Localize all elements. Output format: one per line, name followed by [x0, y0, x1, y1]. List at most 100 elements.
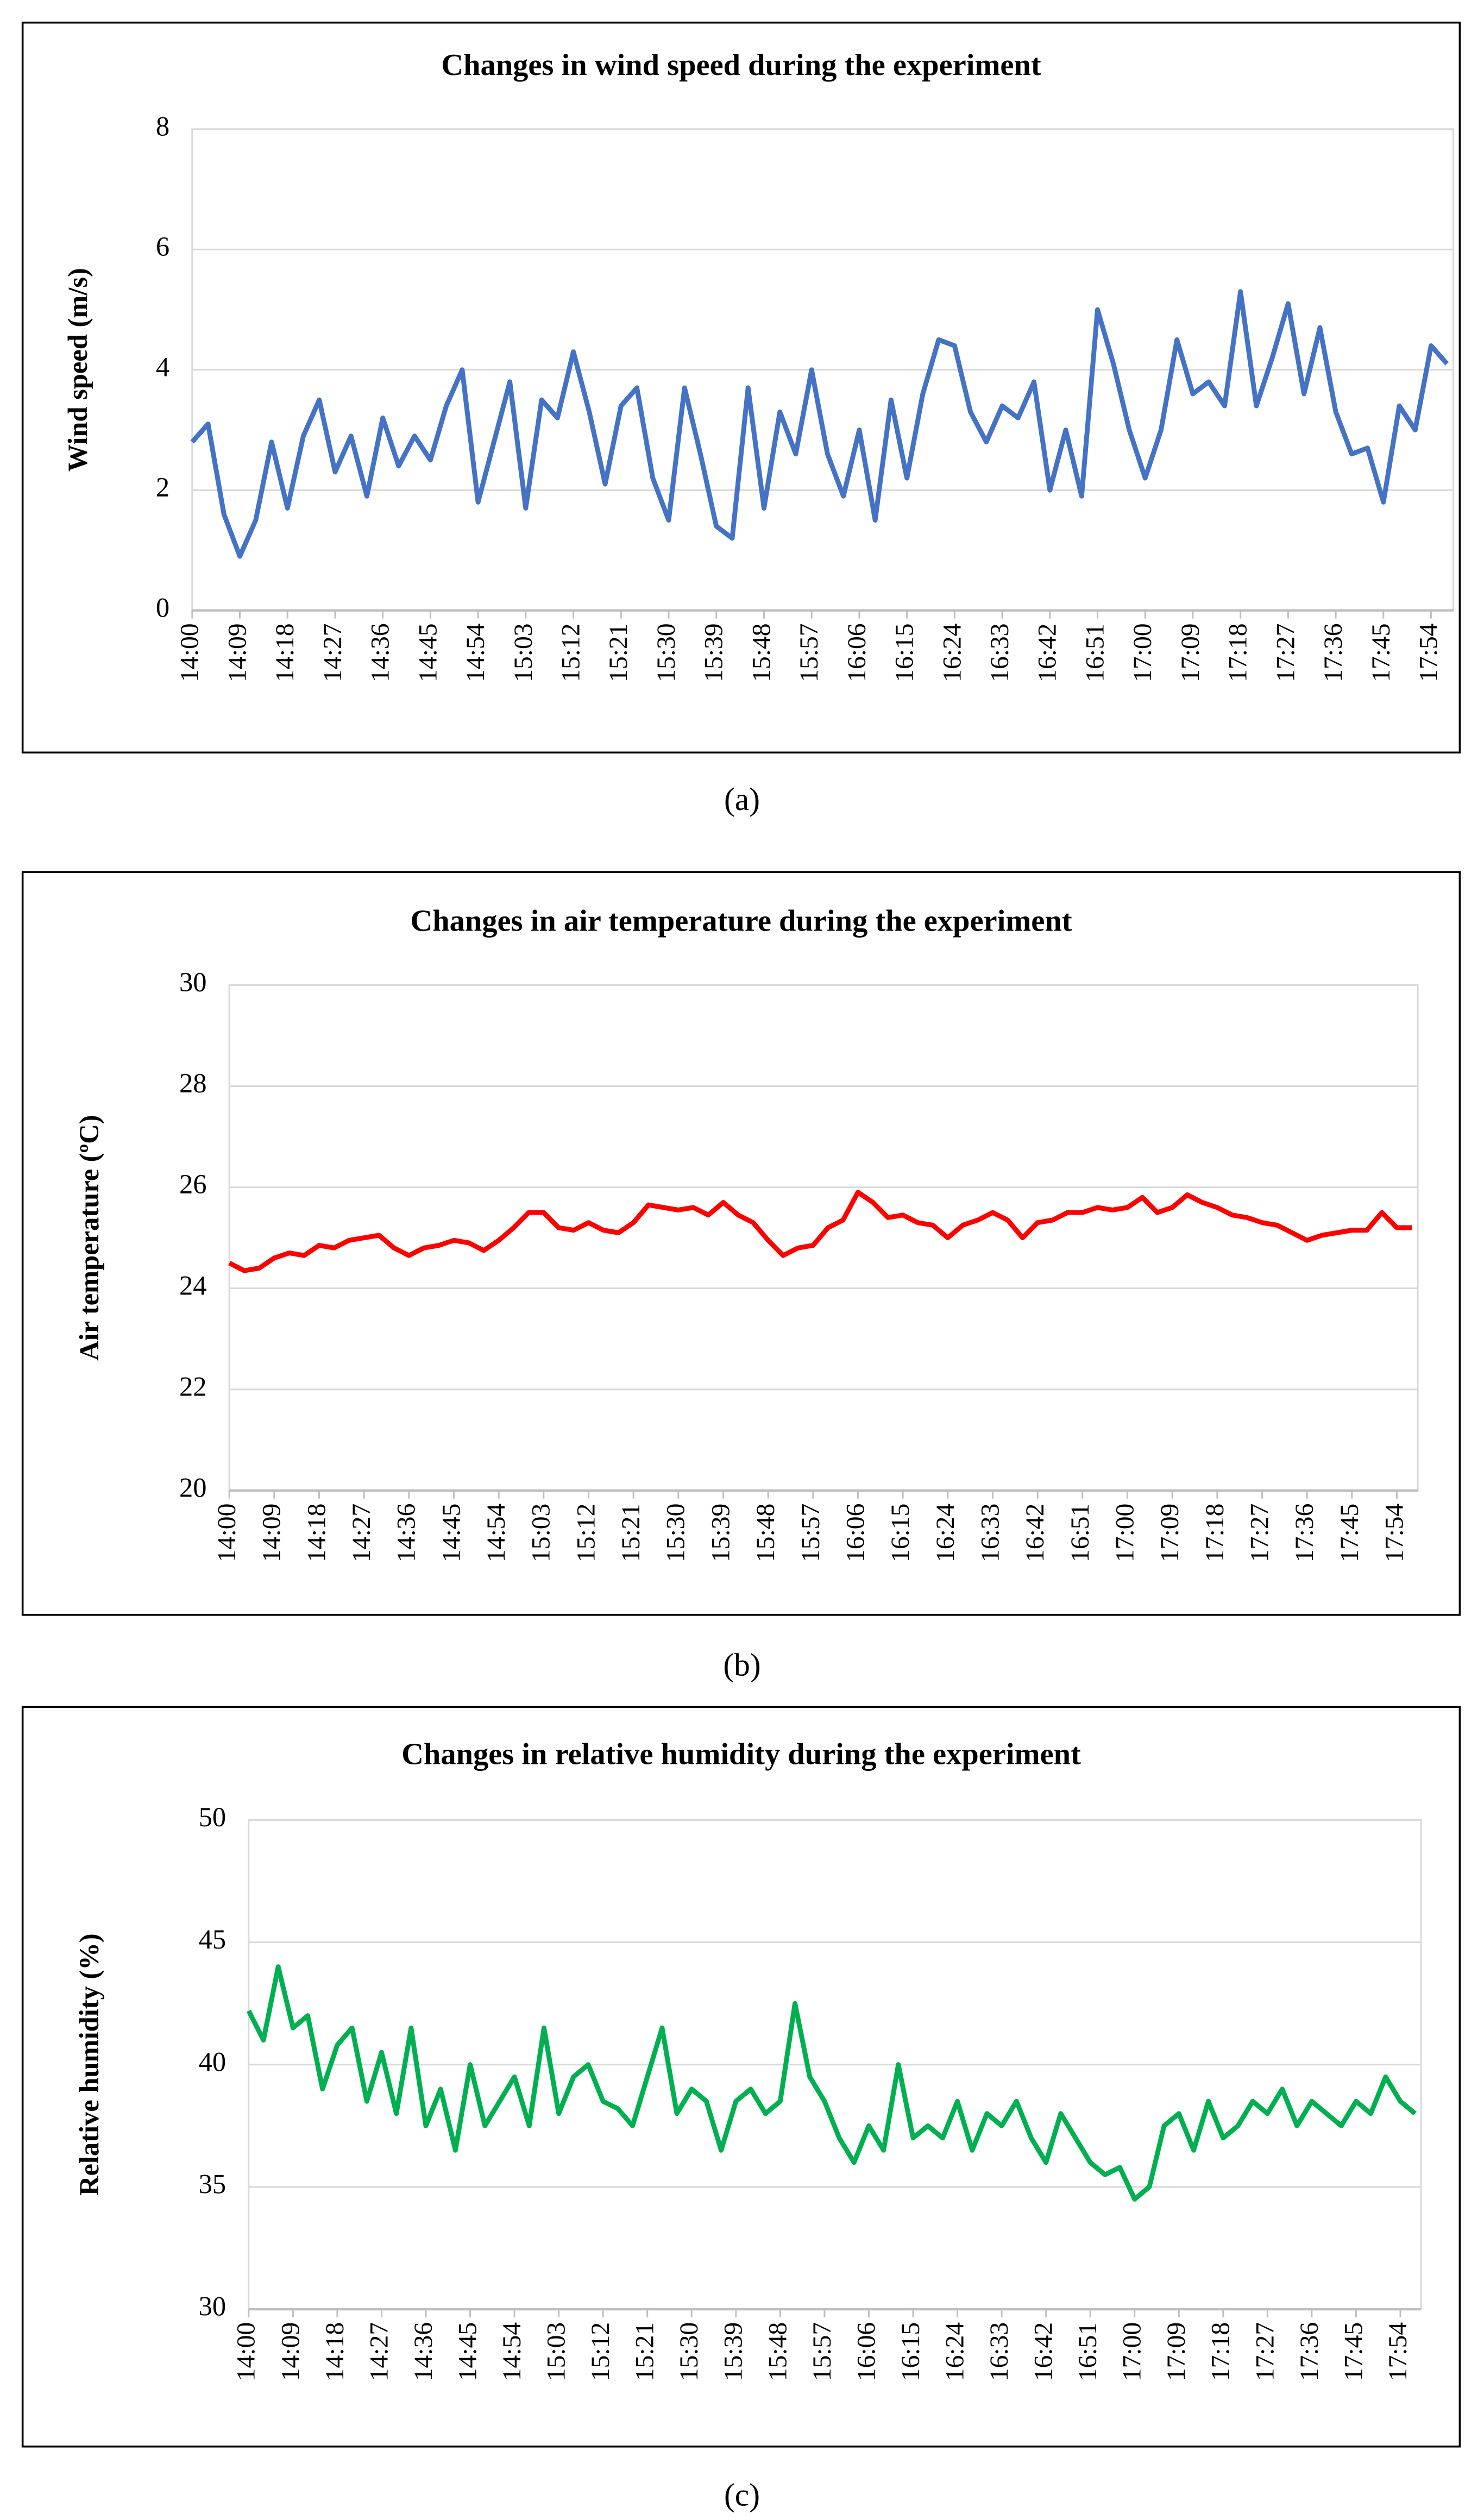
x-tick-label: 15:39 — [720, 2322, 748, 2381]
x-tick-label: 15:21 — [605, 623, 633, 682]
x-tick-label: 14:00 — [213, 1504, 241, 1562]
chart-frame — [21, 1706, 1461, 2448]
x-tick-label: 14:18 — [321, 2322, 349, 2381]
x-tick-label: 16:33 — [985, 2322, 1014, 2381]
x-tick-label: 17:36 — [1291, 1504, 1319, 1562]
x-tick-label: 14:09 — [223, 623, 251, 682]
y-tick-label: 30 — [179, 967, 207, 997]
x-tick-label: 16:51 — [1081, 623, 1109, 682]
x-tick-label: 15:30 — [652, 623, 681, 682]
x-tick-label: 17:27 — [1251, 2322, 1279, 2381]
x-tick-label: 15:21 — [617, 1504, 645, 1562]
y-tick-label: 45 — [199, 1924, 227, 1955]
x-tick-label: 15:48 — [752, 1504, 780, 1562]
x-tick-label: 15:12 — [557, 623, 585, 682]
x-tick-label: 16:51 — [1074, 2322, 1102, 2381]
figure-caption: (b) — [723, 1647, 760, 1683]
y-tick-label: 24 — [179, 1270, 207, 1300]
x-tick-label: 17:00 — [1129, 623, 1157, 682]
x-tick-label: 14:27 — [348, 1504, 376, 1562]
x-tick-label: 16:24 — [941, 2322, 969, 2381]
y-axis-title: Air temperature (ºC) — [74, 1115, 104, 1360]
x-tick-label: 16:42 — [1030, 2322, 1058, 2381]
x-tick-label: 14:18 — [303, 1504, 331, 1562]
x-tick-label: 14:00 — [232, 2322, 261, 2381]
x-tick-label: 17:45 — [1367, 623, 1395, 682]
x-tick-label: 14:54 — [498, 2322, 526, 2381]
y-tick-label: 0 — [156, 592, 169, 623]
chart-title: Changes in air temperature during the ex… — [410, 904, 1072, 938]
x-tick-label: 15:21 — [631, 2322, 659, 2381]
x-tick-label: 14:45 — [454, 2322, 482, 2381]
x-tick-label: 17:18 — [1224, 623, 1253, 682]
x-tick-label: 17:09 — [1162, 2322, 1191, 2381]
x-tick-label: 14:27 — [319, 623, 347, 682]
x-tick-label: 16:51 — [1066, 1504, 1095, 1562]
x-tick-label: 15:03 — [527, 1504, 556, 1562]
y-tick-label: 8 — [156, 111, 169, 141]
x-tick-label: 15:48 — [764, 2322, 792, 2381]
y-tick-label: 35 — [199, 2169, 227, 2199]
x-tick-label: 14:36 — [367, 623, 395, 682]
y-tick-label: 20 — [179, 1472, 207, 1503]
x-tick-label: 17:36 — [1319, 623, 1348, 682]
x-tick-label: 16:42 — [1034, 623, 1062, 682]
x-tick-label: 16:33 — [976, 1504, 1004, 1562]
x-tick-label: 17:36 — [1296, 2322, 1324, 2381]
x-tick-label: 16:33 — [986, 623, 1014, 682]
chart-frame — [21, 21, 1461, 754]
x-tick-label: 15:12 — [572, 1504, 600, 1562]
x-tick-label: 17:54 — [1380, 1503, 1408, 1562]
x-tick-label: 17:54 — [1384, 2322, 1412, 2381]
x-tick-label: 17:45 — [1340, 2322, 1368, 2381]
x-tick-label: 17:09 — [1156, 1504, 1184, 1562]
x-tick-label: 17:09 — [1177, 623, 1205, 682]
x-tick-label: 15:12 — [587, 2322, 615, 2381]
y-tick-label: 4 — [156, 351, 169, 382]
x-tick-label: 14:45 — [437, 1504, 466, 1562]
x-tick-label: 15:30 — [662, 1504, 690, 1562]
x-tick-label: 16:06 — [852, 2322, 881, 2381]
data-line — [190, 289, 1449, 559]
y-tick-label: 22 — [179, 1371, 207, 1402]
x-tick-label: 14:36 — [410, 2322, 438, 2381]
x-tick-label: 16:06 — [843, 623, 871, 682]
x-tick-label: 17:18 — [1207, 2322, 1235, 2381]
x-tick-label: 14:09 — [258, 1504, 286, 1562]
x-tick-label: 15:39 — [700, 623, 728, 682]
x-tick-label: 15:48 — [747, 623, 776, 682]
y-axis-title: Relative humidity (%) — [74, 1933, 104, 2196]
x-tick-label: 15:57 — [795, 623, 823, 682]
y-tick-label: 50 — [199, 1802, 227, 1832]
x-tick-label: 16:06 — [841, 1504, 870, 1562]
chart-title: Changes in wind speed during the experim… — [441, 48, 1041, 82]
x-tick-label: 17:27 — [1246, 1504, 1274, 1562]
x-tick-label: 15:03 — [543, 2322, 571, 2381]
x-tick-label: 15:30 — [675, 2322, 703, 2381]
y-tick-label: 6 — [156, 231, 169, 262]
x-tick-label: 17:54 — [1414, 623, 1443, 682]
x-tick-label: 15:57 — [808, 2322, 837, 2381]
x-tick-label: 15:39 — [707, 1504, 735, 1562]
x-tick-label: 14:18 — [271, 623, 299, 682]
x-tick-label: 14:36 — [393, 1504, 421, 1562]
x-tick-label: 17:45 — [1336, 1504, 1364, 1562]
y-tick-label: 30 — [199, 2291, 227, 2322]
x-tick-label: 15:03 — [510, 623, 538, 682]
x-tick-label: 16:42 — [1021, 1504, 1049, 1562]
chart-title: Changes in relative humidity during the … — [401, 1737, 1081, 1771]
x-tick-label: 14:09 — [276, 2322, 305, 2381]
x-tick-label: 14:00 — [176, 623, 204, 682]
x-tick-label: 14:45 — [414, 623, 442, 682]
x-tick-label: 15:57 — [797, 1504, 825, 1562]
x-tick-label: 17:18 — [1201, 1504, 1229, 1562]
data-line — [246, 1964, 1417, 2202]
x-tick-label: 14:54 — [462, 623, 490, 682]
x-tick-label: 16:24 — [932, 1503, 960, 1562]
x-tick-label: 14:27 — [365, 2322, 393, 2381]
x-tick-label: 17:00 — [1118, 2322, 1147, 2381]
x-tick-label: 16:15 — [897, 2322, 925, 2381]
figure-caption: (a) — [724, 781, 760, 817]
x-tick-label: 16:15 — [886, 1504, 915, 1562]
